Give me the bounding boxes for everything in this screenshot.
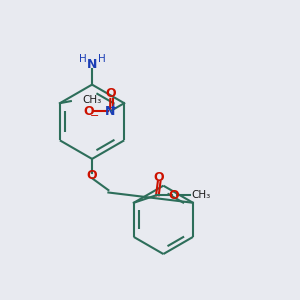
Text: O: O bbox=[154, 171, 164, 184]
Text: +: + bbox=[110, 103, 118, 112]
Text: H: H bbox=[79, 54, 86, 64]
Text: −: − bbox=[90, 111, 99, 122]
Text: H: H bbox=[98, 54, 105, 64]
Text: N: N bbox=[105, 105, 115, 118]
Text: N: N bbox=[87, 58, 97, 71]
Text: O: O bbox=[169, 189, 179, 202]
Text: O: O bbox=[87, 169, 98, 182]
Text: O: O bbox=[105, 87, 116, 100]
Text: CH₃: CH₃ bbox=[191, 190, 210, 200]
Text: CH₃: CH₃ bbox=[82, 94, 101, 105]
Text: O: O bbox=[84, 105, 94, 118]
